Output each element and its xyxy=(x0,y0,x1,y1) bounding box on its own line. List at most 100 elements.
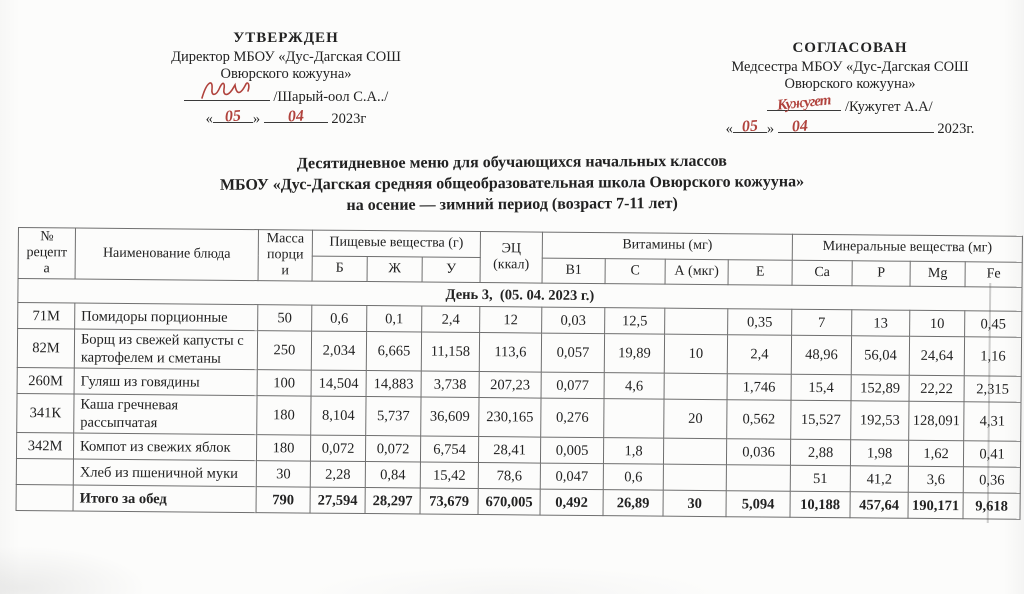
value-cell: 2,315 xyxy=(964,375,1022,403)
value-cell: 28,41 xyxy=(478,436,541,464)
value-cell: 1,746 xyxy=(727,373,792,401)
value-cell: 180 xyxy=(256,434,311,462)
value-cell: 2,034 xyxy=(311,331,367,371)
agreed-date-year: 2023г. xyxy=(937,121,975,137)
value-cell: 48,96 xyxy=(791,335,852,375)
value-cell: 0,492 xyxy=(540,489,604,516)
value-cell: 0,072 xyxy=(365,435,421,463)
value-cell: 7 xyxy=(791,309,852,336)
dish-name: Гуляш из говядины xyxy=(74,367,258,396)
date-filler-line xyxy=(821,118,934,133)
value-cell: 15,4 xyxy=(791,374,852,401)
value-cell: 3,6 xyxy=(908,466,964,493)
value-cell: 15,527 xyxy=(790,400,852,440)
agreed-date-row: «05» 04 2023г. xyxy=(725,117,975,137)
approved-date-row: «05» 04 2023г xyxy=(205,107,367,127)
agreed-signature-label: /Кужугет А.А/ xyxy=(844,98,933,115)
value-cell: 230,165 xyxy=(478,397,542,438)
value-cell: 2,28 xyxy=(310,461,366,488)
value-cell: 0,36 xyxy=(963,466,1021,494)
value-cell: 28,297 xyxy=(365,487,421,515)
col-min-fe: Fe xyxy=(965,261,1023,288)
dish-name: Хлеб из пшеничной муки xyxy=(73,458,257,487)
recipe-number xyxy=(16,484,74,511)
value-cell xyxy=(603,398,665,439)
signature-line xyxy=(183,81,270,101)
agreed-signature-row: Кужугет /Кужугет А.А/ xyxy=(698,91,1002,117)
signature-line: Кужугет xyxy=(767,91,842,114)
value-cell xyxy=(664,308,728,335)
value-cell: 11,158 xyxy=(421,332,480,372)
value-cell: 2,4 xyxy=(727,334,792,375)
value-cell: 0,45 xyxy=(964,310,1022,338)
dish-name: Борщ из свежей капусты с картофелем и см… xyxy=(74,328,258,370)
value-cell: 0,077 xyxy=(541,372,605,399)
col-vit-b1: В1 xyxy=(542,257,606,284)
value-cell: 0,036 xyxy=(726,438,791,466)
value-cell: 113,6 xyxy=(479,332,542,373)
col-vit-e: Е xyxy=(728,259,793,286)
value-cell: 152,89 xyxy=(851,374,910,402)
value-cell xyxy=(664,373,728,400)
approved-signature-row: /Шарый-оол С.А../ xyxy=(146,81,426,107)
value-cell: 24,64 xyxy=(909,336,965,376)
value-cell: 207,23 xyxy=(479,371,542,399)
menu-table: № рецепт а Наименование блюда Масса порц… xyxy=(16,227,1023,520)
recipe-number: 71М xyxy=(17,302,75,329)
value-cell: 790 xyxy=(256,486,311,514)
value-cell: 15,42 xyxy=(420,462,479,489)
value-cell: 5,737 xyxy=(365,396,422,437)
nurse-signature-handwriting: Кужугет xyxy=(776,91,832,114)
value-cell: 4,6 xyxy=(604,372,665,400)
value-cell: 8,104 xyxy=(310,396,367,436)
date-month-line: 04 xyxy=(263,107,328,126)
col-dish-name: Наименование блюда xyxy=(75,228,259,281)
value-cell: 56,04 xyxy=(851,335,910,376)
recipe-number: 341К xyxy=(16,393,75,433)
col-recipe-no: № рецепт а xyxy=(18,227,76,279)
value-cell: 12 xyxy=(479,306,542,334)
col-energy: ЭЦ (ккал) xyxy=(480,231,543,284)
value-cell: 0,072 xyxy=(310,435,366,462)
dish-name: Компот из свежих яблок xyxy=(73,432,257,461)
value-cell: 0,03 xyxy=(541,307,605,334)
agreed-date-day-handwritten: 05 xyxy=(741,117,759,136)
value-cell: 128,091 xyxy=(908,401,965,441)
value-cell: 192,53 xyxy=(850,400,910,441)
value-cell: 19,89 xyxy=(604,333,665,374)
approved-date-day-handwritten: 05 xyxy=(224,107,242,126)
recipe-number xyxy=(16,458,74,485)
value-cell: 2,4 xyxy=(421,306,480,333)
value-cell: 50 xyxy=(257,304,312,332)
col-vit-a: А (мкг) xyxy=(665,258,729,285)
value-cell: 180 xyxy=(256,395,312,436)
value-cell: 0,41 xyxy=(963,440,1021,468)
value-cell: 1,98 xyxy=(850,439,909,467)
value-cell: 190,171 xyxy=(908,492,964,519)
date-day-line: 05 xyxy=(212,107,253,126)
value-cell: 0,047 xyxy=(540,463,604,490)
col-min-ca: Ca xyxy=(792,259,853,286)
col-group-vitamins: Витамины (мг) xyxy=(542,232,793,260)
agreed-block: СОГЛАСОВАН Медсестра МБОУ «Дус-Дагская С… xyxy=(698,40,1002,139)
value-cell: 12,5 xyxy=(604,307,665,335)
value-cell: 78,6 xyxy=(478,462,541,490)
value-cell xyxy=(663,464,727,491)
menu-table-header: № рецепт а Наименование блюда Масса порц… xyxy=(18,227,1023,288)
col-group-nutrients: Пищевые вещества (г) xyxy=(312,230,481,258)
agreed-org-line2: Овюрского кожууна» xyxy=(784,76,916,92)
value-cell: 0,562 xyxy=(726,399,792,440)
approved-block: УТВЕРЖДЕН Директор МБОУ «Дус-Дагская СОШ… xyxy=(146,30,426,129)
approved-heading: УТВЕРЖДЕН xyxy=(233,30,339,46)
approved-signature-label: /Шарый-оол С.А../ xyxy=(273,88,389,105)
menu-table-wrapper: № рецепт а Наименование блюда Масса порц… xyxy=(16,227,1023,520)
value-cell: 30 xyxy=(256,460,311,488)
date-day-line: 05 xyxy=(732,117,767,136)
col-vit-c: С xyxy=(605,258,666,285)
document-title: Десятидневное меню для обучающихся начал… xyxy=(0,149,1024,218)
value-cell: 5,094 xyxy=(725,490,791,518)
value-cell: 1,16 xyxy=(964,336,1022,377)
value-cell: 9,618 xyxy=(963,492,1021,520)
value-cell: 20 xyxy=(663,399,728,439)
